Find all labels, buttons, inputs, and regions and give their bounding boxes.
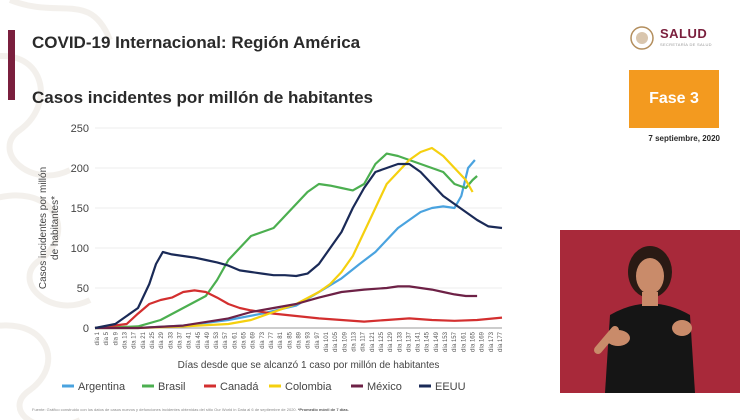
- decorative-pattern: [0, 0, 113, 420]
- x-tick-label: día 21: [141, 331, 147, 348]
- y-tick-label: 50: [77, 283, 89, 295]
- accent-bar: [8, 30, 15, 100]
- x-tick-label: día 73: [260, 331, 266, 348]
- x-tick-label: día 69: [251, 331, 257, 348]
- eagle-seal-icon: [630, 26, 654, 50]
- y-tick-label: 150: [71, 203, 89, 215]
- x-tick-label: día 145: [425, 331, 431, 352]
- x-tick-label: día 141: [416, 331, 422, 352]
- x-tick-label: día 97: [315, 331, 321, 348]
- x-tick-label: día 65: [242, 331, 248, 348]
- page-title: COVID-19 Internacional: Región América: [32, 33, 361, 52]
- x-tick-label: día 37: [177, 331, 183, 348]
- x-tick-label: día 121: [370, 331, 376, 352]
- x-tick-label: día 9: [113, 331, 119, 345]
- x-tick-label: día 105: [333, 331, 339, 352]
- x-tick-label: día 89: [297, 331, 303, 348]
- series-line-méxico: [95, 285, 478, 330]
- y-tick-label: 0: [83, 323, 89, 335]
- x-tick-label: día 173: [489, 331, 495, 352]
- y-axis-label: Casos incidentes por millónde habitantes…: [38, 167, 61, 289]
- x-tick-label: día 13: [122, 331, 128, 348]
- x-axis-label: Días desde que se alcanzó 1 caso por mil…: [178, 360, 440, 371]
- series-line-eeuu: [94, 162, 503, 330]
- series-line-canadá: [94, 289, 503, 330]
- x-tick-label: día 109: [342, 331, 348, 352]
- x-tick-label: día 49: [205, 331, 211, 348]
- legend-label: Canadá: [220, 381, 259, 393]
- x-tick-label: día 137: [406, 331, 412, 352]
- logo-name: SALUD: [660, 26, 708, 41]
- legend-label: Colombia: [285, 381, 332, 393]
- y-tick-label: 250: [71, 123, 89, 135]
- series-line-brasil: [94, 152, 478, 330]
- x-tick-label: día 53: [214, 331, 220, 348]
- x-tick-label: día 113: [351, 331, 357, 351]
- phase-badge: Fase 3: [629, 70, 719, 128]
- x-tick-label: día 177: [498, 331, 504, 352]
- x-tick-label: día 117: [361, 331, 367, 351]
- line-chart: 0 50 100 150 200 250 día 1 día 5 día 9 día 13 día …: [38, 123, 504, 393]
- y-tick-label: 100: [71, 243, 89, 255]
- x-tick-label: día 25: [150, 331, 156, 348]
- footer-note: *Promedio móvil de 7 días.: [297, 407, 349, 412]
- x-tick-label: día 1: [95, 331, 101, 345]
- y-tick-label: 200: [71, 163, 89, 175]
- salud-logo: [630, 26, 654, 50]
- x-tick-label: día 125: [379, 331, 385, 352]
- footer-text: Fuente: Gráfico construido con los datos…: [32, 407, 297, 412]
- x-tick-label: día 133: [397, 331, 403, 352]
- series-line-colombia: [95, 146, 474, 330]
- x-tick-label: día 165: [471, 331, 477, 352]
- x-tick-label: día 129: [388, 331, 394, 352]
- x-tick-label: día 161: [461, 331, 467, 352]
- x-tick-label: día 77: [269, 331, 275, 348]
- legend-label: EEUU: [435, 381, 466, 393]
- legend-label: Brasil: [158, 381, 186, 393]
- x-tick-label: día 33: [168, 331, 174, 348]
- logo-subtitle: SECRETARÍA DE SALUD: [660, 42, 712, 47]
- x-tick-label: día 29: [159, 331, 165, 348]
- chart-subtitle: Casos incidentes por millón de habitante…: [32, 88, 374, 107]
- x-tick-label: día 5: [104, 331, 110, 345]
- x-tick-label: día 61: [232, 331, 238, 348]
- x-tick-label: día 17: [132, 331, 138, 348]
- series-line-argentina: [95, 159, 476, 330]
- footer-source: Fuente: Gráfico construido con los datos…: [32, 407, 349, 412]
- phase-label: Fase 3: [649, 90, 699, 107]
- legend-label: México: [367, 381, 402, 393]
- x-tick-label: día 153: [443, 331, 449, 352]
- x-tick-label: día 169: [480, 331, 486, 352]
- x-tick-label: día 57: [223, 331, 229, 348]
- x-tick-label: día 149: [434, 331, 440, 352]
- x-tick-label: día 157: [452, 331, 458, 352]
- report-date: 7 septiembre, 2020: [648, 134, 720, 143]
- x-tick-label: día 45: [196, 331, 202, 348]
- x-tick-label: día 93: [306, 331, 312, 348]
- x-tick-label: día 85: [287, 331, 293, 348]
- legend-label: Argentina: [78, 381, 126, 393]
- x-tick-label: día 101: [324, 331, 330, 352]
- interpreter-figure: [594, 246, 695, 393]
- sign-language-video: [560, 230, 740, 393]
- x-tick-label: día 41: [187, 331, 193, 348]
- x-tick-label: día 81: [278, 331, 284, 348]
